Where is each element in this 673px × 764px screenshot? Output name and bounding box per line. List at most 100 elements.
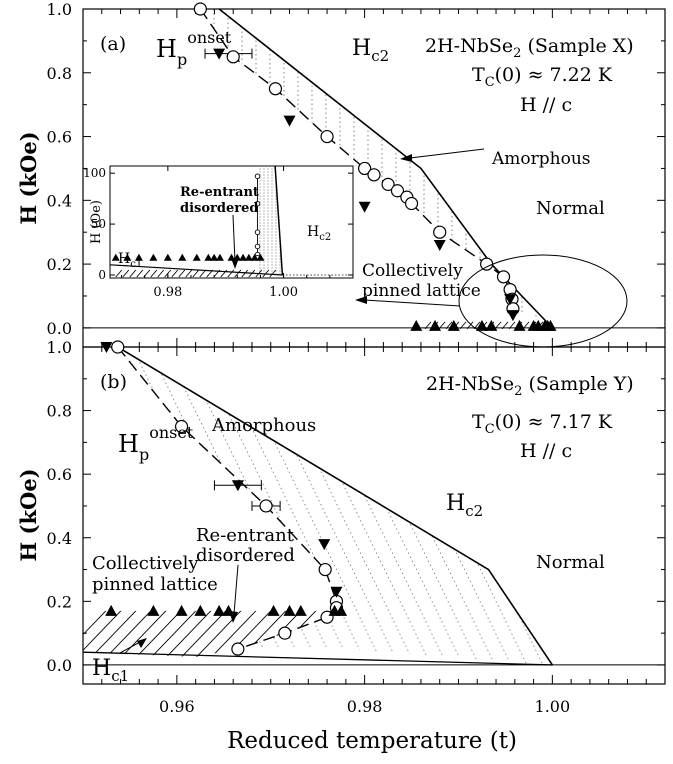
inset-hatch-line: [199, 269, 207, 278]
hatch-dot: [279, 261, 281, 263]
hatch-line: [155, 347, 337, 665]
hp-onset-point-a: [404, 196, 419, 211]
panel-b-reentrant-arrowhead: [229, 611, 238, 623]
up-triangle-point-b: [267, 604, 280, 616]
inset-y-axis-label: H (Oe): [89, 200, 104, 244]
hatch-line: [134, 610, 191, 657]
hatch-dot: [259, 171, 261, 173]
hatch-dot: [271, 231, 273, 233]
hatch-dot: [259, 249, 261, 251]
up-triangle-point-b: [294, 604, 307, 616]
hatch-dot: [271, 234, 273, 236]
hatch-dot: [275, 264, 277, 266]
hatch-dot: [271, 207, 273, 209]
hatch-dot: [267, 180, 269, 182]
panel-a-ytick-label: 0.8: [47, 64, 72, 83]
inset-hatch-line: [122, 269, 130, 278]
hatch-dot: [271, 228, 273, 230]
hatch-dot: [263, 180, 265, 182]
hatch-dot: [275, 216, 277, 218]
hatch-dot: [279, 270, 281, 272]
hatch-dot: [263, 183, 265, 185]
hatch-line: [203, 347, 385, 665]
inset-hatch-line: [178, 269, 186, 278]
inset-hc2-label: Hc2: [307, 224, 331, 243]
hatch-dot: [267, 237, 269, 239]
up-triangle-point-a: [513, 319, 526, 331]
panel-a-field-direction: H // c: [520, 94, 572, 116]
hatch-line: [194, 610, 251, 657]
hatch-dot: [271, 213, 273, 215]
hatch-dot: [275, 228, 277, 230]
hatch-dot: [271, 225, 273, 227]
hatch-dot: [267, 183, 269, 185]
x-tick-label: 0.98: [347, 697, 383, 716]
panel-b-ytick-label: 0.4: [47, 529, 72, 548]
down-triangle-point-a: [358, 201, 371, 213]
hatch-dot: [267, 234, 269, 236]
x-tick-label: 0.96: [159, 697, 195, 716]
panel-b-sample: 2H-NbSe2 (Sample Y): [426, 373, 634, 399]
down-triangle-point-a: [433, 239, 446, 251]
panel-b-pinned-line2: pinned lattice: [92, 574, 218, 595]
inset-hatch-line: [192, 269, 200, 278]
hatch-dot: [275, 204, 277, 206]
hatch-dot: [267, 171, 269, 173]
down-triangle-point-b: [231, 480, 244, 492]
hatch-dot: [259, 195, 261, 197]
up-triangle-point-a: [544, 319, 557, 331]
inset-hc2-line: [274, 166, 284, 276]
panel-a-pinned-line1: Collectively: [362, 261, 463, 281]
panel-a-ytick-label: 1.0: [47, 0, 72, 19]
hatch-dot: [275, 195, 277, 197]
panel-b-hc1-label: Hc1: [92, 656, 129, 685]
inset-up-triangle-point: [250, 253, 259, 261]
panel-b-tc: TC(0) ≈ 7.17 K: [472, 411, 613, 437]
hp-onset-point-b: [259, 499, 273, 513]
panel-b-hc1-arrowhead: [137, 638, 147, 648]
up-triangle-point-b: [194, 604, 207, 616]
hatch-dot: [263, 222, 265, 224]
inset-hatch-line: [115, 269, 123, 278]
hatch-dot: [271, 216, 273, 218]
up-triangle-point-b: [213, 604, 226, 616]
hatch-dot: [267, 192, 269, 194]
hatch-line: [123, 347, 305, 665]
inset-hatch-line: [136, 269, 144, 278]
up-triangle-point-b: [175, 604, 188, 616]
panel-b-frame: [82, 346, 666, 685]
hatch-dot: [259, 261, 261, 263]
down-triangle-point-a: [283, 115, 296, 127]
hatch-dot: [271, 180, 273, 182]
inset-hatch-line: [227, 269, 235, 278]
hatch-dot: [263, 186, 265, 188]
hatch-line: [164, 610, 221, 657]
hatch-dot: [267, 225, 269, 227]
hatch-dot: [263, 231, 265, 233]
hatch-dot: [271, 264, 273, 266]
inset-hatch-line: [157, 269, 165, 278]
hatch-dot: [275, 198, 277, 200]
panel-a-ticks: 0.0 0.2 0.4 0.6 0.8 1.0: [47, 0, 665, 338]
inset-hatch-line: [269, 269, 277, 278]
hp-onset-point-b: [111, 340, 125, 354]
hatch-line: [104, 610, 161, 657]
panel-b-reentrant-line1: Re-entrant: [196, 525, 295, 546]
hatch-dot: [263, 189, 265, 191]
hatch-dot: [271, 166, 273, 167]
inset-hp-point: [254, 243, 261, 250]
hatch-line: [83, 610, 116, 657]
inset-up-triangle-point: [178, 253, 187, 261]
hatch-dot: [271, 270, 273, 272]
hatch-dot: [271, 222, 273, 224]
hatch-line: [0, 330, 96, 700]
hatch-dot: [259, 207, 261, 209]
inset-up-triangle-point: [163, 253, 172, 261]
hatch-line: [251, 347, 433, 665]
hatch-dot: [259, 216, 261, 218]
hatch-dot: [275, 225, 277, 227]
hp-onset-point-b: [318, 562, 332, 577]
inset-hatch-line: [129, 269, 137, 278]
inset-ticks: 0 50 100 0.98 1.00: [83, 166, 353, 300]
